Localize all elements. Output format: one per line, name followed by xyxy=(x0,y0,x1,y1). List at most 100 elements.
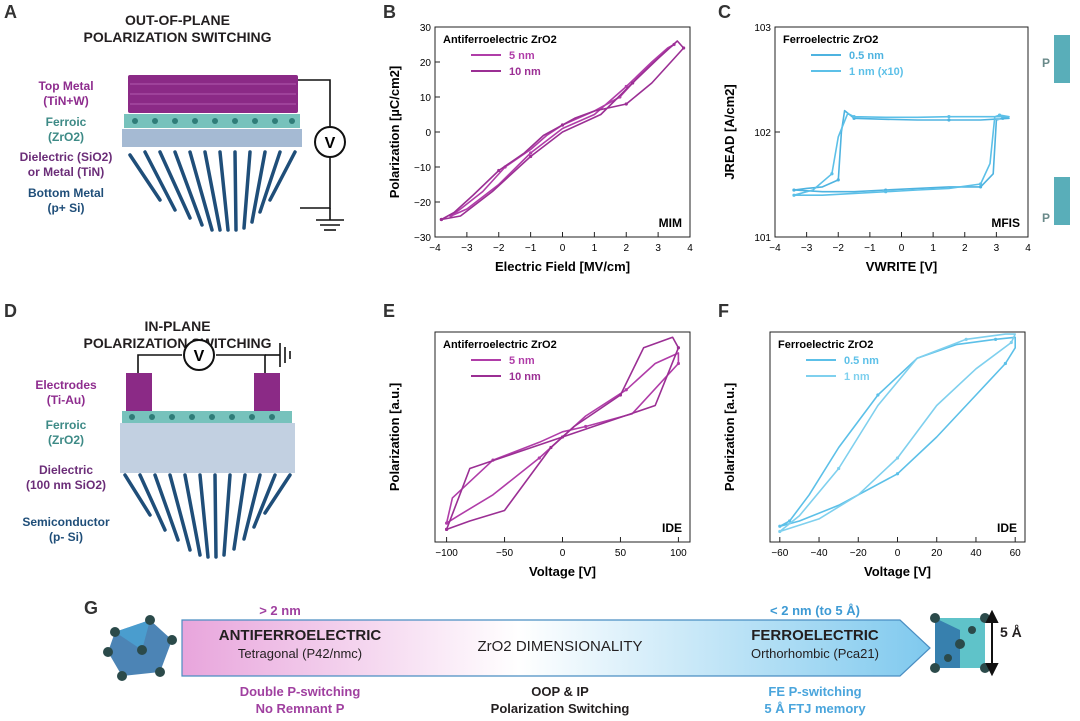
legend-entry-2: 1 nm xyxy=(844,371,870,383)
data-point xyxy=(1003,361,1007,366)
chart-b: −4 −3 −2 −1 0 1 2 3 4−30−20−100102030Antiferroel… xyxy=(387,23,693,274)
thickness-dimension-arrow xyxy=(985,610,999,677)
x-tick-label: 40 xyxy=(970,548,982,559)
data-point xyxy=(792,188,796,192)
layer-bottom-metal-material: (p+ Si) xyxy=(47,201,85,215)
legend-title: Ferroelectric ZrO2 xyxy=(778,339,873,351)
bottom-metal-lattice xyxy=(128,150,297,232)
layer-electrodes-material: (Ti-Au) xyxy=(46,393,86,407)
panel-letter-b: B xyxy=(383,2,396,22)
data-point xyxy=(837,466,841,471)
layer-dielectric-ip-name: Dielectric xyxy=(38,463,94,477)
x-tick-label: 0 xyxy=(560,243,566,254)
y-tick-label: 30 xyxy=(420,23,432,34)
x-tick-label: 1 xyxy=(592,243,598,254)
panel-a-circuit xyxy=(298,79,344,231)
chart-f: −60 −40 −20 0 20 40 60 Ferroelectric ZrO2 0.5 nm… xyxy=(722,331,1026,579)
g-center-title: ZrO2 DIMENSIONALITY xyxy=(477,638,643,655)
layer-dielectric-alt: or Metal (TiN) xyxy=(27,165,105,179)
ferroic-atoms-ip xyxy=(129,414,275,420)
layer-top-metal-material: (TiN+W) xyxy=(43,94,89,108)
data-point xyxy=(978,182,983,186)
layer-dielectric: Dielectric (SiO2) or Metal (TiN) xyxy=(4,150,128,180)
x-tick-label: −2 xyxy=(493,243,505,254)
x-tick-label: 3 xyxy=(994,243,1000,254)
layer-ferroic-ip-name: Ferroic xyxy=(45,418,87,432)
x-tick-label: 0 xyxy=(899,243,905,254)
g-left-note-1: Double P-switching xyxy=(239,684,361,699)
data-point xyxy=(997,113,1002,117)
voltmeter-icon-ip xyxy=(183,339,215,371)
data-point xyxy=(529,151,533,155)
panel-letter-c: C xyxy=(718,2,731,22)
y-tick-label: 102 xyxy=(754,128,771,139)
legend-entry-1: 5 nm xyxy=(509,355,535,367)
data-point xyxy=(778,524,782,528)
x-tick-label: 0 xyxy=(560,548,566,559)
data-point xyxy=(1009,340,1013,345)
panel-d-title: IN-PLANE POLARIZATION SWITCHING xyxy=(70,318,285,352)
left-electrode xyxy=(126,373,152,411)
series-line-1 xyxy=(445,352,680,524)
x-tick-label: 2 xyxy=(962,243,968,254)
panel-d-title-line2: POLARIZATION SWITCHING xyxy=(83,335,272,351)
x-tick-label: 4 xyxy=(1025,243,1031,254)
data-point xyxy=(1001,116,1005,120)
y-tick-label: 10 xyxy=(420,93,432,104)
data-point xyxy=(624,102,628,106)
x-tick-label: −3 xyxy=(461,243,473,254)
x-tick-label: −1 xyxy=(864,243,876,254)
legend-entry-2: 1 nm (x10) xyxy=(849,66,904,78)
x-axis-label: Electric Field [MV/cm] xyxy=(495,259,630,274)
data-point xyxy=(947,118,951,122)
y-tick-label: −20 xyxy=(414,198,431,209)
ferroic-atoms xyxy=(132,118,295,124)
chart-c: −4 −3 −2 −1 0 1 2 3 4 101 102 103 Ferroelectric ZrO2… xyxy=(722,23,1070,274)
y-axis-label: Polarization [a.u.] xyxy=(722,383,737,491)
panel-letter-f: F xyxy=(718,301,729,321)
series-line-1 xyxy=(779,336,1017,528)
panel-a-title-line1: OUT-OF-PLANE xyxy=(125,12,230,28)
layer-ferroic-material: (ZrO2) xyxy=(48,130,84,144)
layer-bottom-metal-name: Bottom Metal xyxy=(28,186,104,200)
chart-e: −100 −50 0 50 100 Antiferroelectric ZrO2 5 nm 1… xyxy=(387,331,691,579)
data-point xyxy=(792,193,796,197)
data-point xyxy=(947,115,951,119)
x-axis-label: Voltage [V] xyxy=(864,564,931,579)
g-left-note-2: No Remnant P xyxy=(255,701,345,716)
panel-d-title-line1: IN-PLANE xyxy=(144,318,211,334)
x-tick-label: 50 xyxy=(615,548,627,559)
g-right-thickness: < 2 nm (to 5 Å) xyxy=(770,603,860,618)
legend-title: Antiferroelectric ZrO2 xyxy=(443,34,557,46)
data-point xyxy=(876,393,880,397)
dimensionality-arrow xyxy=(181,619,931,677)
panel-letter-g: G xyxy=(84,598,99,618)
legend-title: Antiferroelectric ZrO2 xyxy=(443,339,557,351)
x-axis-label: Voltage [V] xyxy=(529,564,596,579)
legend-entry-1: 0.5 nm xyxy=(849,50,884,62)
data-point xyxy=(993,337,998,341)
x-tick-label: 20 xyxy=(931,548,943,559)
x-tick-label: −3 xyxy=(801,243,813,254)
data-point xyxy=(895,472,900,476)
y-tick-label: 101 xyxy=(754,233,771,244)
top-metal-lattice xyxy=(130,83,296,105)
g-center-notes: OOP & IP Polarization Switching xyxy=(440,683,680,717)
y-axis-label: JREAD [A/cm2] xyxy=(722,84,737,179)
layer-electrodes-name: Electrodes xyxy=(35,378,97,392)
panel-g-graphic xyxy=(103,610,999,681)
data-point xyxy=(676,346,681,350)
data-point xyxy=(964,337,968,341)
chart-annotation: MFIS xyxy=(991,216,1020,230)
g-right-note-2: 5 Å FTJ memory xyxy=(764,701,866,716)
series-line-2 xyxy=(793,112,1010,196)
x-tick-label: 60 xyxy=(1010,548,1022,559)
y-axis-label: Polarization [a.u.] xyxy=(387,383,402,491)
y-tick-label: 20 xyxy=(420,58,432,69)
x-tick-label: −1 xyxy=(525,243,537,254)
tetragonal-crystal-icon xyxy=(103,615,177,681)
panel-a-structure-illustration: V xyxy=(122,75,346,232)
state-label-up: P xyxy=(1042,56,1050,70)
layer-ferroic-ip: Ferroic (ZrO2) xyxy=(10,418,122,448)
data-point xyxy=(537,456,541,460)
